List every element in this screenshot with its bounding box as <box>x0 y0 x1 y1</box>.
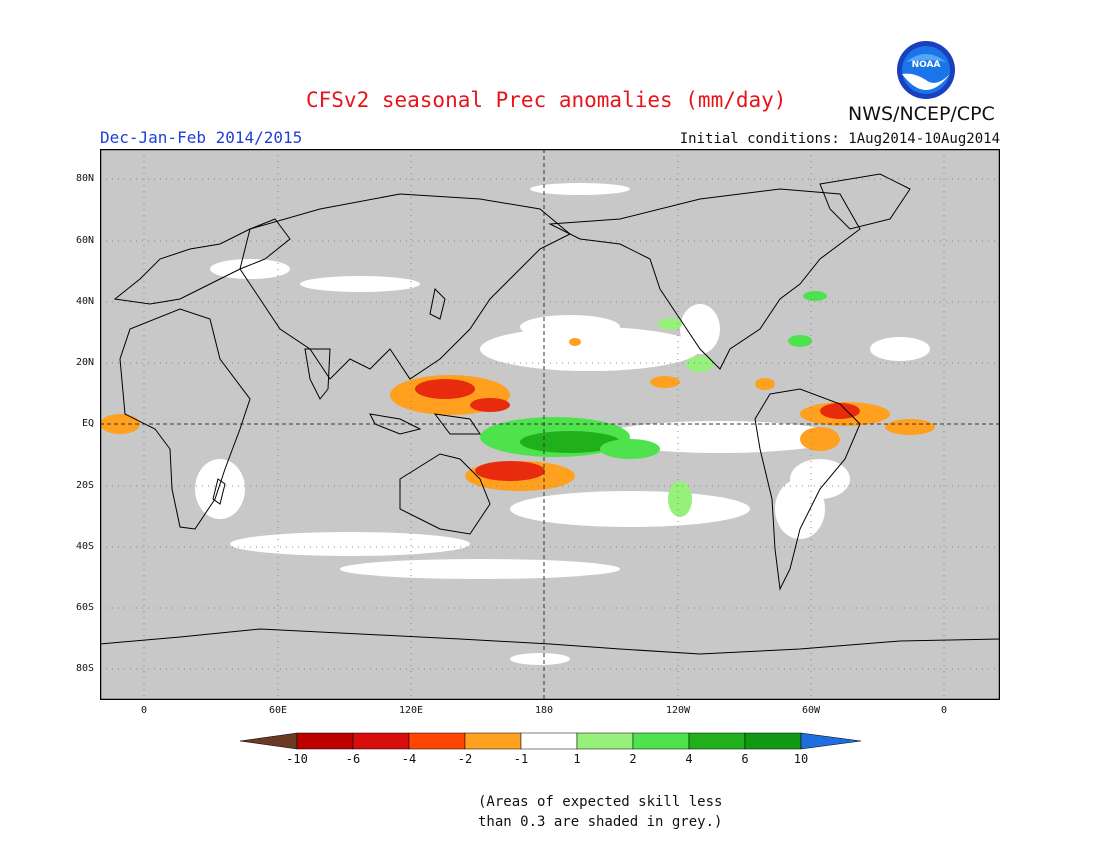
legend-swatch-1 <box>296 732 354 750</box>
negative-anomaly-areas <box>100 338 935 491</box>
legend-label-6: 6 <box>741 752 749 766</box>
legend-label-neg10: -10 <box>286 752 308 766</box>
lat-label-40s: 40S <box>75 541 94 552</box>
color-legend-bar <box>240 732 862 750</box>
legend-label-neg1: -1 <box>513 752 529 766</box>
logo-text: NOAA <box>912 60 941 70</box>
forecast-period: Dec-Jan-Feb 2014/2015 <box>100 128 303 147</box>
footnote-line-2: than 0.3 are shaded in grey.) <box>478 814 723 830</box>
lon-label-180: 180 <box>534 705 554 716</box>
legend-swatch-4 <box>464 732 522 750</box>
lon-label-120w: 120W <box>665 705 691 716</box>
legend-label-neg4: -4 <box>401 752 417 766</box>
skill-footnote: (Areas of expected skill less than 0.3 a… <box>478 792 722 832</box>
legend-swatch-6 <box>576 732 634 750</box>
graticule <box>100 149 1000 700</box>
reference-lines <box>100 149 1000 700</box>
neutral-anomaly-areas <box>195 183 930 665</box>
legend-swatch-high-arrow <box>800 732 862 750</box>
positive-anomaly-areas <box>480 291 827 517</box>
legend-label-4: 4 <box>685 752 693 766</box>
lon-label-0-east: 0 <box>940 705 948 716</box>
lat-label-40n: 40N <box>75 296 94 307</box>
lon-label-0-west: 0 <box>140 705 148 716</box>
agency-label: NWS/NCEP/CPC <box>848 103 995 125</box>
legend-label-neg6: -6 <box>345 752 361 766</box>
map-title: CFSv2 seasonal Prec anomalies (mm/day) <box>306 88 787 112</box>
lat-label-20s: 20S <box>75 480 94 491</box>
precip-anomaly-map <box>100 149 1000 700</box>
legend-label-10: 10 <box>793 752 809 766</box>
legend-swatch-5 <box>520 732 578 750</box>
footnote-line-1: (Areas of expected skill less <box>478 794 723 810</box>
legend-swatch-low-arrow <box>240 732 298 750</box>
legend-label-2: 2 <box>629 752 637 766</box>
lon-label-60w: 60W <box>801 705 821 716</box>
lat-label-80n: 80N <box>75 173 94 184</box>
initial-conditions: Initial conditions: 1Aug2014-10Aug2014 <box>679 131 1000 147</box>
lon-label-60e: 60E <box>268 705 288 716</box>
lat-label-60s: 60S <box>75 602 94 613</box>
noaa-logo: NOAA <box>897 41 955 99</box>
legend-label-1: 1 <box>573 752 581 766</box>
lat-label-20n: 20N <box>75 357 94 368</box>
legend-swatch-3 <box>408 732 466 750</box>
legend-swatch-7 <box>632 732 690 750</box>
legend-label-neg2: -2 <box>457 752 473 766</box>
legend-swatch-8 <box>688 732 746 750</box>
lat-label-80s: 80S <box>75 663 94 674</box>
legend-swatch-9 <box>744 732 802 750</box>
lat-label-eq: EQ <box>81 418 94 429</box>
map-frame <box>100 149 1000 700</box>
legend-swatch-2 <box>352 732 410 750</box>
lat-label-60n: 60N <box>75 235 94 246</box>
coastlines <box>100 173 1000 655</box>
lon-label-120e: 120E <box>398 705 424 716</box>
